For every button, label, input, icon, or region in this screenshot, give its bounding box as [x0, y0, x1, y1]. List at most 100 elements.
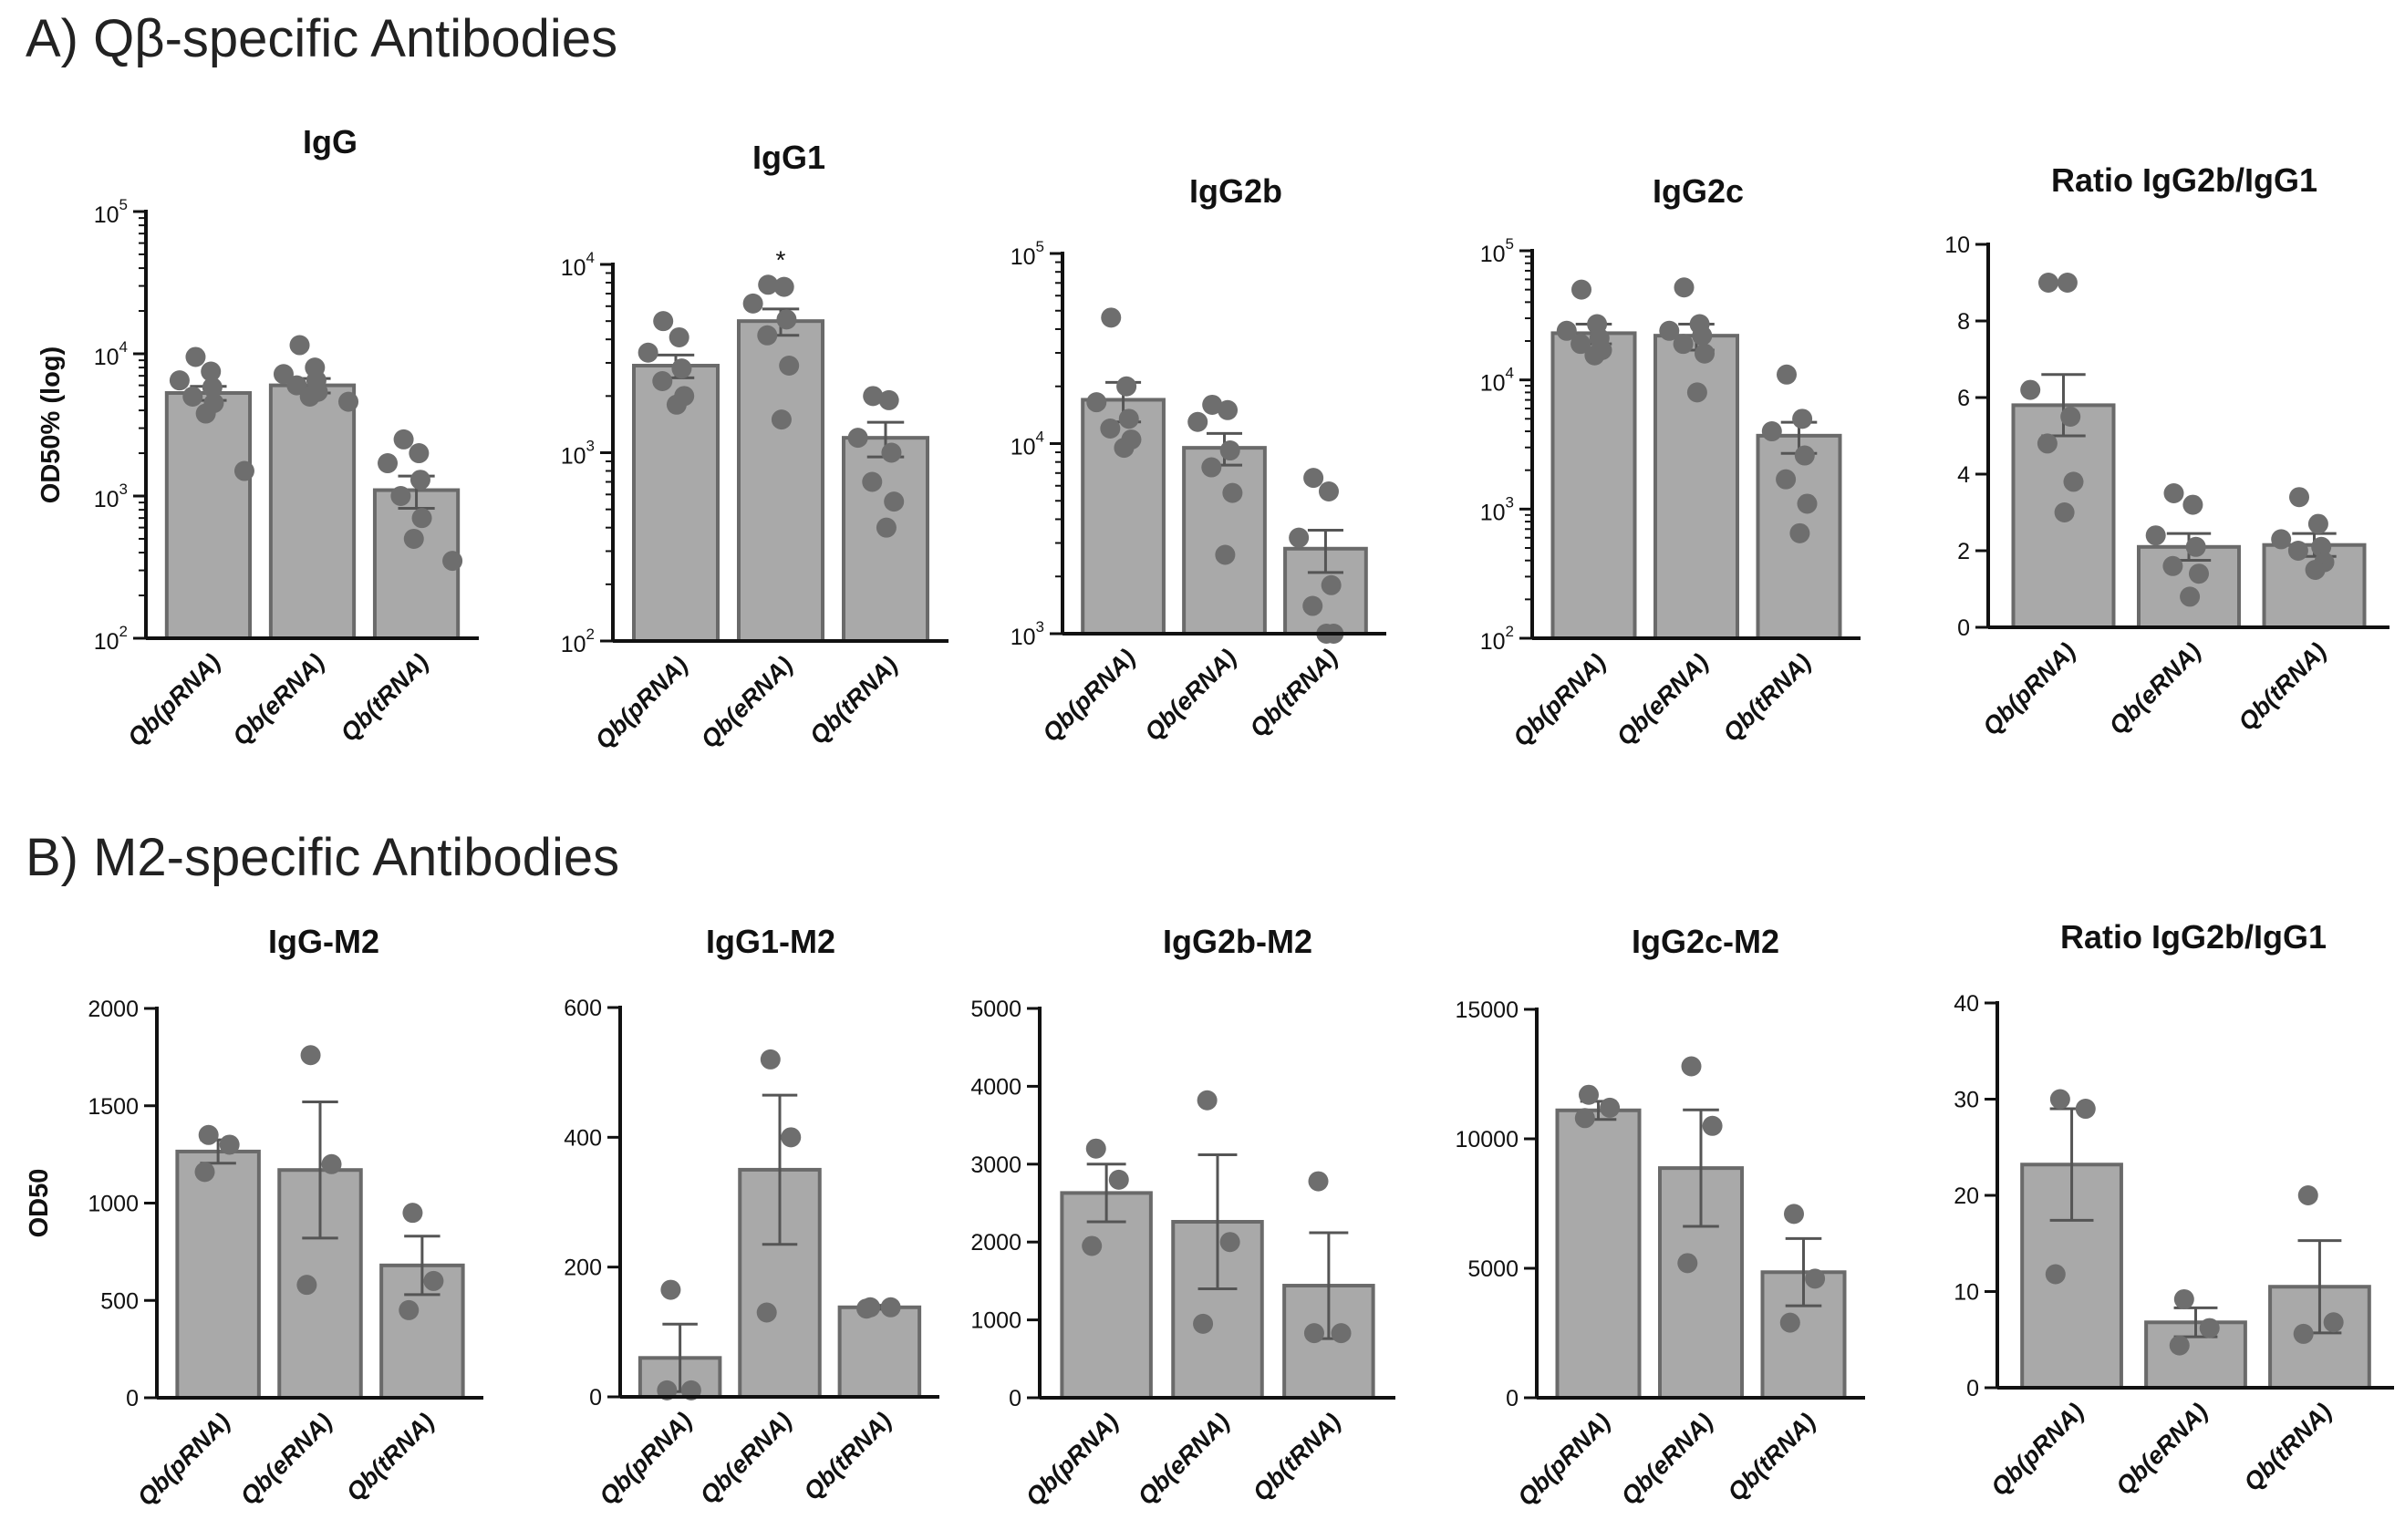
category-label: Qb(pRNA): [594, 1407, 697, 1510]
panel-6: IgG1-M2 Qb(pRNA)Qb(eRNA) Qb(tRNA) 0 200 400 60…: [564, 923, 939, 1510]
data-point: [442, 551, 463, 572]
category-label: Qb(pRNA): [1977, 637, 2080, 740]
data-point: [1331, 1323, 1352, 1344]
data-point: [2075, 1099, 2096, 1120]
tick-label: 8: [1957, 309, 1970, 335]
data-point: [1805, 1268, 1826, 1289]
tick-label: 20: [1954, 1183, 1979, 1209]
data-point: [884, 491, 905, 512]
data-point: [1222, 482, 1243, 503]
data-point: [2063, 471, 2084, 492]
tick-label: 200: [564, 1256, 602, 1281]
tick-label: 105: [94, 196, 128, 228]
data-point: [1219, 440, 1240, 461]
data-point: [2169, 1335, 2190, 1356]
tick-label: 103: [561, 438, 595, 470]
data-point: [198, 1124, 219, 1145]
panel-title: IgG1: [752, 139, 825, 176]
data-point: [2057, 273, 2078, 293]
tick-label: 1500: [88, 1094, 139, 1120]
bar: [1060, 1191, 1153, 1400]
data-point: [1776, 469, 1797, 490]
data-point: [2287, 541, 2308, 561]
category-label: Qb(eRNA): [2110, 1398, 2213, 1500]
data-point: [776, 309, 797, 330]
data-point: [1197, 1090, 1218, 1111]
data-point: [2060, 407, 2081, 427]
tick-label: 105: [1011, 238, 1044, 270]
tick-label: 10: [1944, 233, 1970, 258]
category-label: Qb(tRNA): [2239, 1398, 2338, 1496]
data-point: [742, 293, 763, 314]
panel-title: IgG2c: [1653, 172, 1744, 210]
data-point: [880, 1297, 901, 1318]
data-point: [423, 1270, 444, 1291]
tick-label: 600: [564, 996, 602, 1021]
tick-label: 103: [94, 481, 128, 512]
data-point: [2185, 536, 2206, 557]
tick-label: 0: [1506, 1386, 1519, 1411]
data-point: [1100, 418, 1121, 439]
panel-title: Ratio IgG2b/IgG1: [2051, 161, 2317, 199]
data-point: [660, 1279, 681, 1300]
data-point: [2045, 1264, 2066, 1285]
data-point: [1187, 411, 1208, 432]
bar: [1555, 1108, 1642, 1400]
data-point: [2054, 502, 2075, 522]
data-point: [2162, 555, 2183, 576]
tick-label: 104: [561, 249, 595, 281]
tick-label: 104: [94, 338, 128, 370]
y-axis-label: OD50: [25, 1169, 54, 1238]
tick-label: 103: [1480, 493, 1514, 525]
data-point: [2293, 1323, 2314, 1344]
data-point: [2037, 433, 2058, 454]
data-point: [666, 394, 687, 415]
data-point: [1584, 345, 1605, 366]
data-point: [411, 508, 432, 529]
data-point: [1321, 574, 1342, 595]
data-point: [2038, 273, 2058, 293]
data-point: [2271, 529, 2292, 550]
data-point: [1215, 544, 1236, 565]
data-point: [299, 386, 320, 407]
tick-label: 3000: [970, 1152, 1021, 1178]
data-point: [1574, 1108, 1595, 1129]
panel-3: IgG2c Qb(pRNA) Qb(eRNA) Qb(tRNA) 102 103 104 10…: [1480, 172, 1861, 751]
data-point: [169, 370, 190, 391]
tick-label: 5000: [970, 997, 1021, 1022]
data-point: [1302, 595, 1323, 616]
data-point: [300, 1045, 321, 1066]
data-point: [1308, 1171, 1329, 1192]
data-point: [1085, 1138, 1106, 1159]
panel-5: IgG-M2 OD50 Qb(pRNA) Qb(eRNA) Qb(tRNA) 0 500 10…: [25, 923, 483, 1511]
data-point: [219, 1134, 240, 1155]
tick-label: 0: [126, 1386, 139, 1411]
bar: [1550, 331, 1637, 640]
category-label: Qb(pRNA): [1021, 1408, 1124, 1511]
data-point: [1659, 320, 1680, 341]
panel-title: IgG2b: [1189, 172, 1282, 210]
category-label: Qb(pRNA): [1985, 1398, 2089, 1501]
data-point: [399, 1299, 420, 1320]
data-point: [1303, 1323, 1324, 1344]
bar: [737, 319, 824, 643]
tick-label: 0: [1009, 1386, 1021, 1411]
category-label: Qb(eRNA): [696, 651, 798, 753]
category-label: Qb(eRNA): [1133, 1408, 1235, 1510]
tick-label: 0: [1957, 615, 1970, 641]
data-point: [286, 375, 307, 396]
category-label: Qb(pRNA): [132, 1408, 235, 1511]
data-point: [1571, 279, 1591, 300]
data-point: [876, 517, 897, 538]
category-label: Qb(tRNA): [798, 1407, 897, 1505]
data-point: [2182, 494, 2203, 515]
data-point: [1695, 343, 1715, 364]
category-label: Qb(pRNA): [1037, 644, 1140, 747]
category-label: Qb(tRNA): [336, 648, 434, 747]
category-label: Qb(eRNA): [235, 1408, 337, 1510]
data-point: [1789, 522, 1810, 543]
data-point: [1797, 493, 1818, 514]
data-point: [1108, 1169, 1129, 1190]
data-point: [1571, 334, 1591, 355]
